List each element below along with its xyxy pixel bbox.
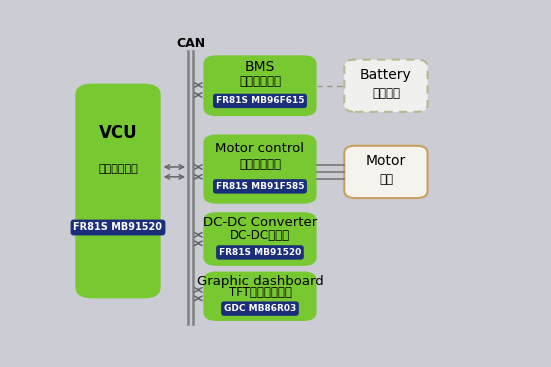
Text: FR81S MB91F585: FR81S MB91F585 — [216, 182, 304, 191]
Text: FR81S MB96F615: FR81S MB96F615 — [216, 97, 304, 105]
FancyBboxPatch shape — [203, 272, 317, 321]
Text: Battery: Battery — [360, 68, 412, 82]
Text: 电池管理系统: 电池管理系统 — [239, 75, 281, 88]
Text: BMS: BMS — [245, 61, 275, 75]
Text: 电机控制单元: 电机控制单元 — [239, 158, 281, 171]
Text: 电机: 电机 — [379, 173, 393, 186]
Text: TFT图形显示仪表: TFT图形显示仪表 — [229, 286, 291, 299]
Text: Motor control: Motor control — [215, 142, 305, 155]
Text: DC-DC转换器: DC-DC转换器 — [230, 229, 290, 242]
Text: GDC MB86R03: GDC MB86R03 — [224, 304, 296, 313]
FancyBboxPatch shape — [344, 146, 428, 198]
FancyBboxPatch shape — [203, 212, 317, 266]
FancyBboxPatch shape — [203, 134, 317, 204]
Text: Graphic dashboard: Graphic dashboard — [197, 275, 323, 288]
Text: 动力电池: 动力电池 — [372, 87, 400, 100]
FancyBboxPatch shape — [344, 59, 428, 112]
Text: Motor: Motor — [366, 155, 406, 168]
Text: CAN: CAN — [176, 37, 205, 50]
Text: VCU: VCU — [99, 124, 137, 142]
FancyBboxPatch shape — [203, 55, 317, 116]
Text: FR81S MB91520: FR81S MB91520 — [73, 222, 163, 233]
Text: FR81S MB91520: FR81S MB91520 — [219, 248, 301, 257]
Text: DC-DC Converter: DC-DC Converter — [203, 217, 317, 229]
FancyBboxPatch shape — [75, 84, 161, 298]
Text: 整车控制单元: 整车控制单元 — [98, 164, 138, 175]
